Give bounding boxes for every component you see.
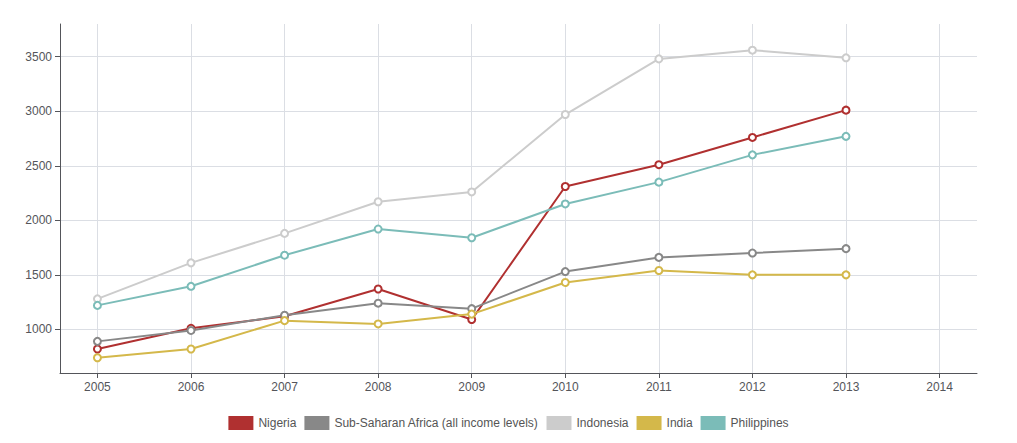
svg-text:2013: 2013 bbox=[833, 380, 860, 394]
svg-text:Sub-Saharan Africa (all income: Sub-Saharan Africa (all income levels) bbox=[334, 416, 537, 430]
svg-text:2014: 2014 bbox=[926, 380, 953, 394]
svg-text:2500: 2500 bbox=[25, 159, 52, 173]
svg-text:1500: 1500 bbox=[25, 268, 52, 282]
svg-text:India: India bbox=[667, 416, 693, 430]
svg-text:3000: 3000 bbox=[25, 104, 52, 118]
svg-text:2007: 2007 bbox=[271, 380, 298, 394]
svg-text:2011: 2011 bbox=[646, 380, 672, 394]
svg-text:2000: 2000 bbox=[25, 213, 52, 227]
svg-text:Nigeria: Nigeria bbox=[258, 416, 296, 430]
svg-text:Indonesia: Indonesia bbox=[577, 416, 629, 430]
svg-text:2008: 2008 bbox=[365, 380, 392, 394]
svg-text:2012: 2012 bbox=[739, 380, 766, 394]
svg-text:1000: 1000 bbox=[25, 322, 52, 336]
svg-text:Philippines: Philippines bbox=[731, 416, 789, 430]
svg-text:3500: 3500 bbox=[25, 50, 52, 64]
svg-text:2010: 2010 bbox=[552, 380, 579, 394]
svg-text:2005: 2005 bbox=[84, 380, 111, 394]
svg-text:2009: 2009 bbox=[458, 380, 485, 394]
svg-text:2006: 2006 bbox=[178, 380, 205, 394]
